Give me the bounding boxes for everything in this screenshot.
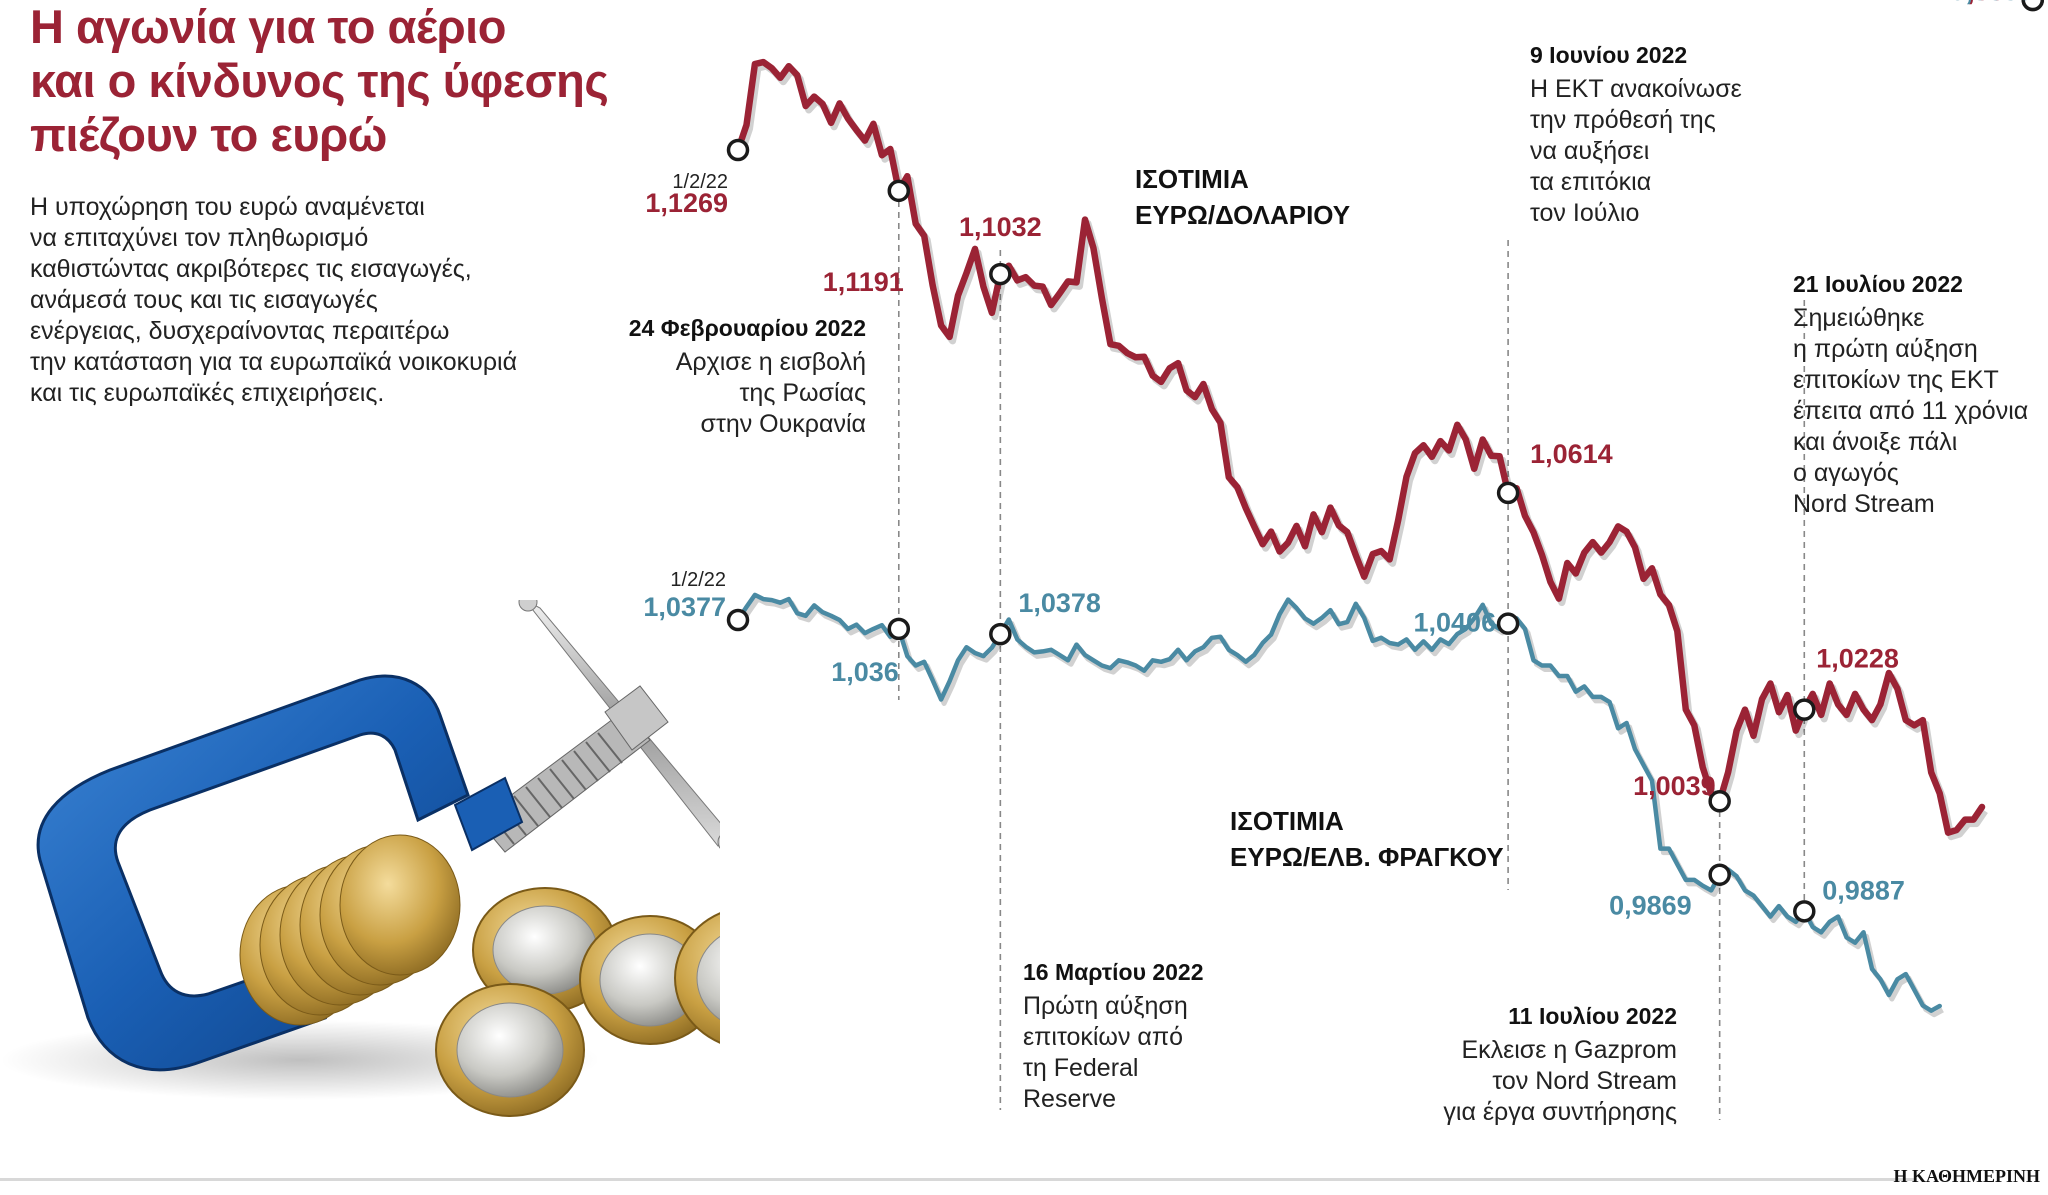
value-marker	[1496, 612, 1520, 635]
annotation-text: για έργα συντήρησης	[1443, 1098, 1677, 1126]
value-marker	[887, 179, 911, 203]
annotation-date: 9 Ιουνίου 2022	[1530, 42, 1687, 68]
annotation-text: ο αγωγός	[1793, 459, 1899, 487]
value-marker	[1708, 789, 1731, 813]
value-label: 1,1269	[645, 188, 728, 218]
series-name-label: ΙΣΟΤΙΜΙΑ	[1230, 806, 1344, 836]
annotation-date: 24 Φεβρουαρίου 2022	[629, 315, 866, 341]
annotation-text: τη Federal	[1023, 1054, 1139, 1082]
annotation-text: Πρώτη αύξηση	[1023, 992, 1188, 1020]
annotation-text: τον Ιούλιο	[1530, 199, 1639, 227]
annotation-text: τα επιτόκια	[1530, 168, 1651, 196]
value-label: 1,0377	[643, 592, 726, 622]
value-label: 1,1191	[823, 267, 904, 297]
series-name-label: ΕΥΡΩ/ΔΟΛΑΡΙΟΥ	[1135, 200, 1350, 230]
annotation-text: την πρόθεσή της	[1530, 106, 1716, 134]
value-label: 0,9887	[1822, 875, 1905, 905]
series-name-label: ΕΥΡΩ/ΕΛΒ. ΦΡΑΓΚΟΥ	[1230, 842, 1504, 872]
usd-series-line	[734, 58, 1986, 836]
value-marker	[887, 617, 911, 641]
annotation-text: επιτοκίων από	[1023, 1023, 1183, 1051]
value-marker	[989, 262, 1012, 286]
value-marker	[1793, 698, 1816, 721]
annotation-text: να αυξήσει	[1530, 137, 1649, 165]
intro-line: καθιστώντας ακριβότερες τις εισαγωγές,	[30, 255, 472, 283]
intro-line: να επιταχύνει τον πληθωρισμό	[30, 224, 369, 252]
annotation-date: 21 Ιουλίου 2022	[1793, 271, 1963, 297]
annotation-text: της Ρωσίας	[740, 379, 866, 407]
intro-line: Η υποχώρηση του ευρώ αναμένεται	[30, 193, 425, 221]
value-markers	[726, 0, 2045, 923]
value-marker	[1793, 900, 1816, 923]
intro-line: ενέργειας, δυσχεραίνοντας περαιτέρω	[30, 317, 450, 345]
annotation-text: στην Ουκρανία	[701, 410, 866, 438]
value-marker	[989, 622, 1012, 646]
annotation-text: Η ΕΚΤ ανακοίνωσε	[1530, 75, 1742, 103]
value-label: 0,9869	[1609, 891, 1692, 921]
value-marker	[726, 608, 750, 632]
value-marker	[1496, 481, 1520, 505]
value-label: 1,1032	[959, 212, 1042, 242]
value-label: 1,0378	[1018, 588, 1101, 618]
annotation-text: Αρχισε η εισβολή	[676, 348, 866, 376]
annotation-text: Nord Stream	[1793, 490, 1935, 518]
clamp-coins-illustration	[0, 600, 720, 1117]
annotation-text: και άνοιξε πάλι	[1793, 428, 1957, 456]
footer-rule	[0, 1178, 1915, 1181]
annotation-date: 11 Ιουλίου 2022	[1508, 1003, 1677, 1029]
annotation-text: Εκλεισε η Gazprom	[1461, 1036, 1677, 1064]
series-name-labels: ΙΣΟΤΙΜΙΑ ΕΥΡΩ/ΔΟΛΑΡΙΟΥ ΙΣΟΤΙΜΙΑ ΕΥΡΩ/ΕΛΒ. Φ…	[1135, 164, 1504, 872]
headline-line-2: και ο κίνδυνος της ύφεσης	[30, 54, 609, 107]
loose-coins	[435, 887, 720, 1117]
value-date-label: 1/2/22	[672, 171, 728, 193]
value-date-label: 1/2/22	[670, 569, 726, 591]
intro-line: την κατάσταση για τα ευρωπαϊκά νοικοκυρι…	[30, 348, 518, 376]
chf-series-line	[735, 592, 1942, 1013]
clamp-screw	[477, 685, 669, 853]
intro-text: Η υποχώρηση του ευρώ αναμένεται να επιτα…	[30, 192, 590, 409]
event-guidelines	[897, 190, 1806, 1120]
value-label: 1,0228	[1816, 644, 1899, 674]
series-lines	[734, 58, 1988, 1018]
value-date-label: 26/8/22	[1966, 0, 2033, 5]
value-marker	[1708, 863, 1731, 886]
annotation-text: Reserve	[1023, 1085, 1116, 1113]
annotation-text: επιτοκίων της ΕΚΤ	[1793, 366, 1999, 394]
headline-line-3: πιέζουν το ευρώ	[30, 108, 387, 161]
value-label: 1,0614	[1530, 439, 1613, 469]
value-label: 1,0406	[1414, 608, 1497, 638]
annotation-text: έπειτα από 11 χρόνια	[1793, 397, 2028, 425]
value-label: 1,036	[831, 657, 899, 687]
value-labels: 1,12691/2/221,11911,10321,06141,00391,02…	[643, 0, 2034, 921]
annotation-text: Σημειώθηκε	[1793, 304, 1924, 332]
annotation-text: τον Nord Stream	[1492, 1067, 1677, 1095]
value-label: 1,0014	[1952, 0, 2035, 6]
value-label: 0,9639	[1950, 0, 2033, 6]
headline: Η αγωνία για το αέριο και ο κίνδυνος της…	[30, 0, 630, 162]
value-label: 1,0039	[1633, 771, 1716, 801]
annotation-text: η πρώτη αύξηση	[1793, 335, 1978, 363]
event-annotations: 24 Φεβρουαρίου 2022 Αρχισε η εισβολή της Ρ…	[629, 42, 2028, 1126]
series-name-label: ΙΣΟΤΙΜΙΑ	[1135, 164, 1249, 194]
value-marker	[2021, 0, 2045, 12]
intro-line: ανάμεσά τους και τις εισαγωγές	[30, 286, 378, 314]
intro-line: και τις ευρωπαϊκές επιχειρήσεις.	[30, 379, 385, 407]
value-date-label: 26/8/22	[1968, 0, 2035, 5]
source-credit: Η ΚΑΘΗΜΕΡΙΝΗ	[1893, 1166, 2040, 1186]
coin-stack	[239, 834, 461, 1026]
headline-line-1: Η αγωνία για το αέριο	[30, 0, 506, 53]
value-marker	[726, 138, 750, 162]
annotation-date: 16 Μαρτίου 2022	[1023, 959, 1204, 985]
clamp-frame	[36, 674, 524, 1072]
